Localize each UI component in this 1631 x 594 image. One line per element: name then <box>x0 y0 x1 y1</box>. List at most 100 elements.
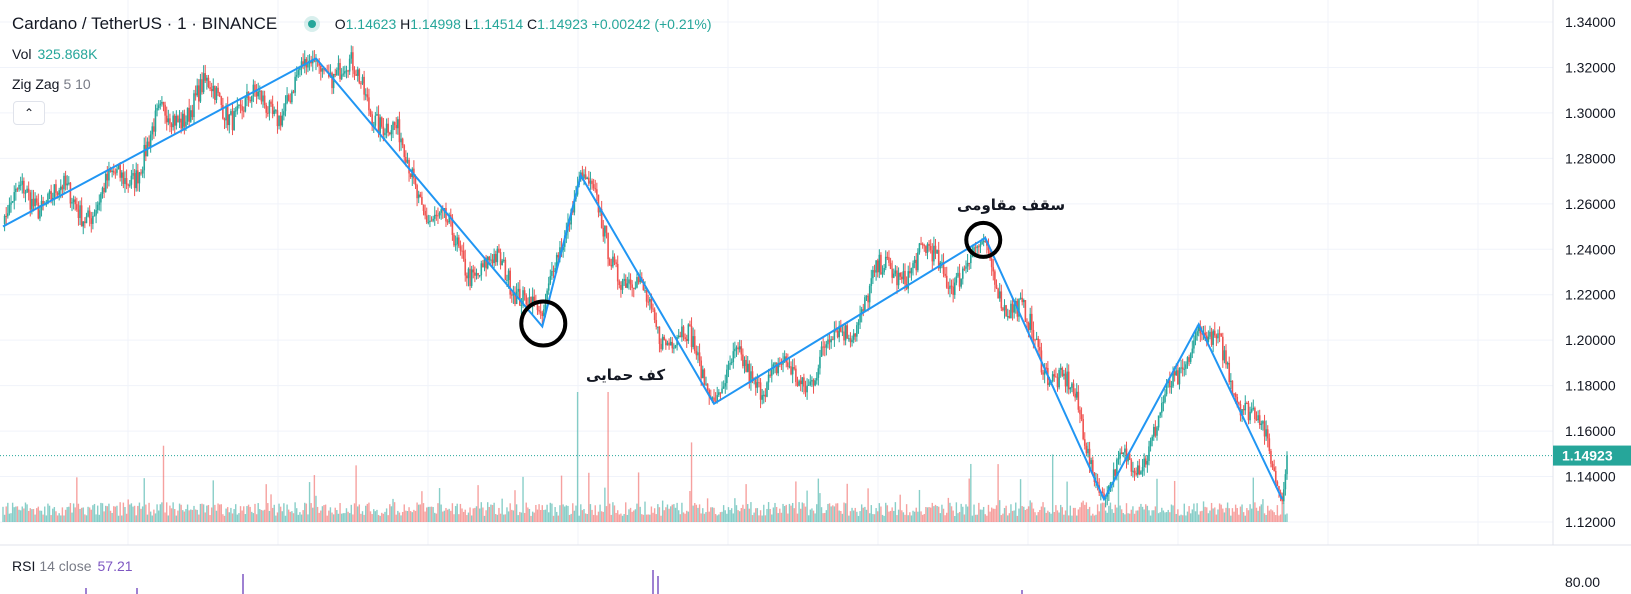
candle-body <box>368 97 370 111</box>
symbol-legend[interactable]: Cardano / TetherUS · 1 · BINANCE O1.1462… <box>12 14 712 34</box>
candle-body <box>608 259 611 265</box>
candle-body <box>29 192 32 210</box>
candle-body <box>934 245 937 254</box>
candle-body <box>1201 333 1203 335</box>
candle-body <box>998 291 1001 299</box>
candle-body <box>615 262 617 264</box>
volume-bar <box>910 515 913 522</box>
rsi-legend[interactable]: RSI 14 close 57.21 <box>12 558 133 574</box>
symbol-title[interactable]: Cardano / TetherUS <box>12 14 162 33</box>
volume-bar <box>446 509 449 522</box>
candle-body <box>551 270 553 276</box>
candle-body <box>1268 438 1271 451</box>
volume-bar <box>260 509 263 522</box>
volume-bar <box>1137 510 1139 522</box>
volume-bar <box>764 515 767 522</box>
volume-bar <box>1058 512 1060 522</box>
candle-body <box>1133 470 1136 473</box>
volume-bar <box>1177 509 1179 522</box>
candle-body <box>92 216 94 224</box>
volume-bar <box>199 503 202 522</box>
candle-body <box>783 356 786 361</box>
volume-bar <box>692 505 694 522</box>
volume-bar <box>647 514 649 522</box>
candle-body <box>953 282 956 295</box>
candle-body <box>766 382 768 397</box>
volume-bar <box>434 512 436 522</box>
volume-bar <box>626 514 629 522</box>
volume-bar <box>37 506 40 522</box>
volume-bar <box>1138 506 1141 522</box>
volume-bar <box>368 502 370 522</box>
volume-bar <box>74 507 76 522</box>
candle-body <box>1002 308 1004 311</box>
volume-bar <box>382 513 385 522</box>
volume-bar <box>519 511 521 522</box>
candle-body <box>1042 372 1044 375</box>
volume-bar <box>564 506 566 522</box>
candle-body <box>1181 367 1184 370</box>
volume-bar <box>600 511 603 522</box>
candle-body <box>1276 481 1279 487</box>
volume-bar <box>1250 508 1253 522</box>
volume-bar <box>397 510 399 522</box>
candle-body <box>761 395 763 400</box>
volume-bar <box>957 513 959 522</box>
volume-bar <box>279 506 282 522</box>
volume-legend[interactable]: Vol 325.868K <box>12 46 97 62</box>
volume-bar <box>604 487 606 522</box>
volume-bar <box>1043 507 1046 522</box>
collapse-legend-button[interactable]: ⌃ <box>13 101 45 125</box>
candle-body <box>880 254 882 275</box>
price-axis[interactable]: 1.340001.320001.300001.280001.260001.240… <box>1552 0 1631 545</box>
volume-bar <box>901 510 903 522</box>
candle-body <box>910 268 913 274</box>
candle-body <box>300 61 303 68</box>
volume-bar <box>1201 510 1203 522</box>
volume-bar <box>751 515 754 522</box>
candle-body <box>292 91 295 93</box>
volume-bar <box>87 506 89 522</box>
interval-label[interactable]: 1 <box>177 14 187 33</box>
volume-bar <box>575 505 577 522</box>
volume-bar <box>246 506 248 522</box>
volume-bar <box>737 510 739 522</box>
candle-body <box>93 215 96 217</box>
volume-bar <box>1080 502 1083 522</box>
candle-body <box>947 287 950 289</box>
volume-bar <box>1117 474 1120 522</box>
volume-bar <box>1207 513 1210 522</box>
volume-bar <box>870 505 873 522</box>
volume-bar <box>628 509 630 522</box>
candle-body <box>533 296 536 302</box>
candle-body <box>888 257 890 263</box>
zigzag-legend[interactable]: Zig Zag 5 10 <box>12 76 91 92</box>
candle-body <box>666 342 669 346</box>
volume-bar <box>742 504 744 522</box>
candle-body <box>968 262 971 264</box>
volume-bar <box>637 472 640 522</box>
volume-bar <box>755 508 757 522</box>
volume-bar <box>782 503 784 522</box>
chart-grid <box>0 0 1553 545</box>
candle-body <box>206 77 208 81</box>
candle-body <box>857 322 860 326</box>
volume-bar <box>1066 481 1068 522</box>
candle-body <box>653 309 656 320</box>
candle-body <box>525 295 528 305</box>
resistance-annotation: سقف مقاومی <box>957 196 1066 214</box>
volume-bar <box>271 507 274 522</box>
volume-bar <box>228 512 231 522</box>
candle-body <box>169 118 171 124</box>
volume-bar <box>1164 512 1166 522</box>
volume-bar <box>310 503 312 522</box>
volume-bar <box>1071 515 1073 522</box>
volume-bar <box>77 503 80 522</box>
volume-bar <box>1159 512 1161 522</box>
volume-bar <box>567 505 569 522</box>
volume-bar <box>1050 513 1052 522</box>
volume-bar <box>1040 506 1043 522</box>
candle-body <box>111 170 113 173</box>
candle-body <box>451 217 454 235</box>
